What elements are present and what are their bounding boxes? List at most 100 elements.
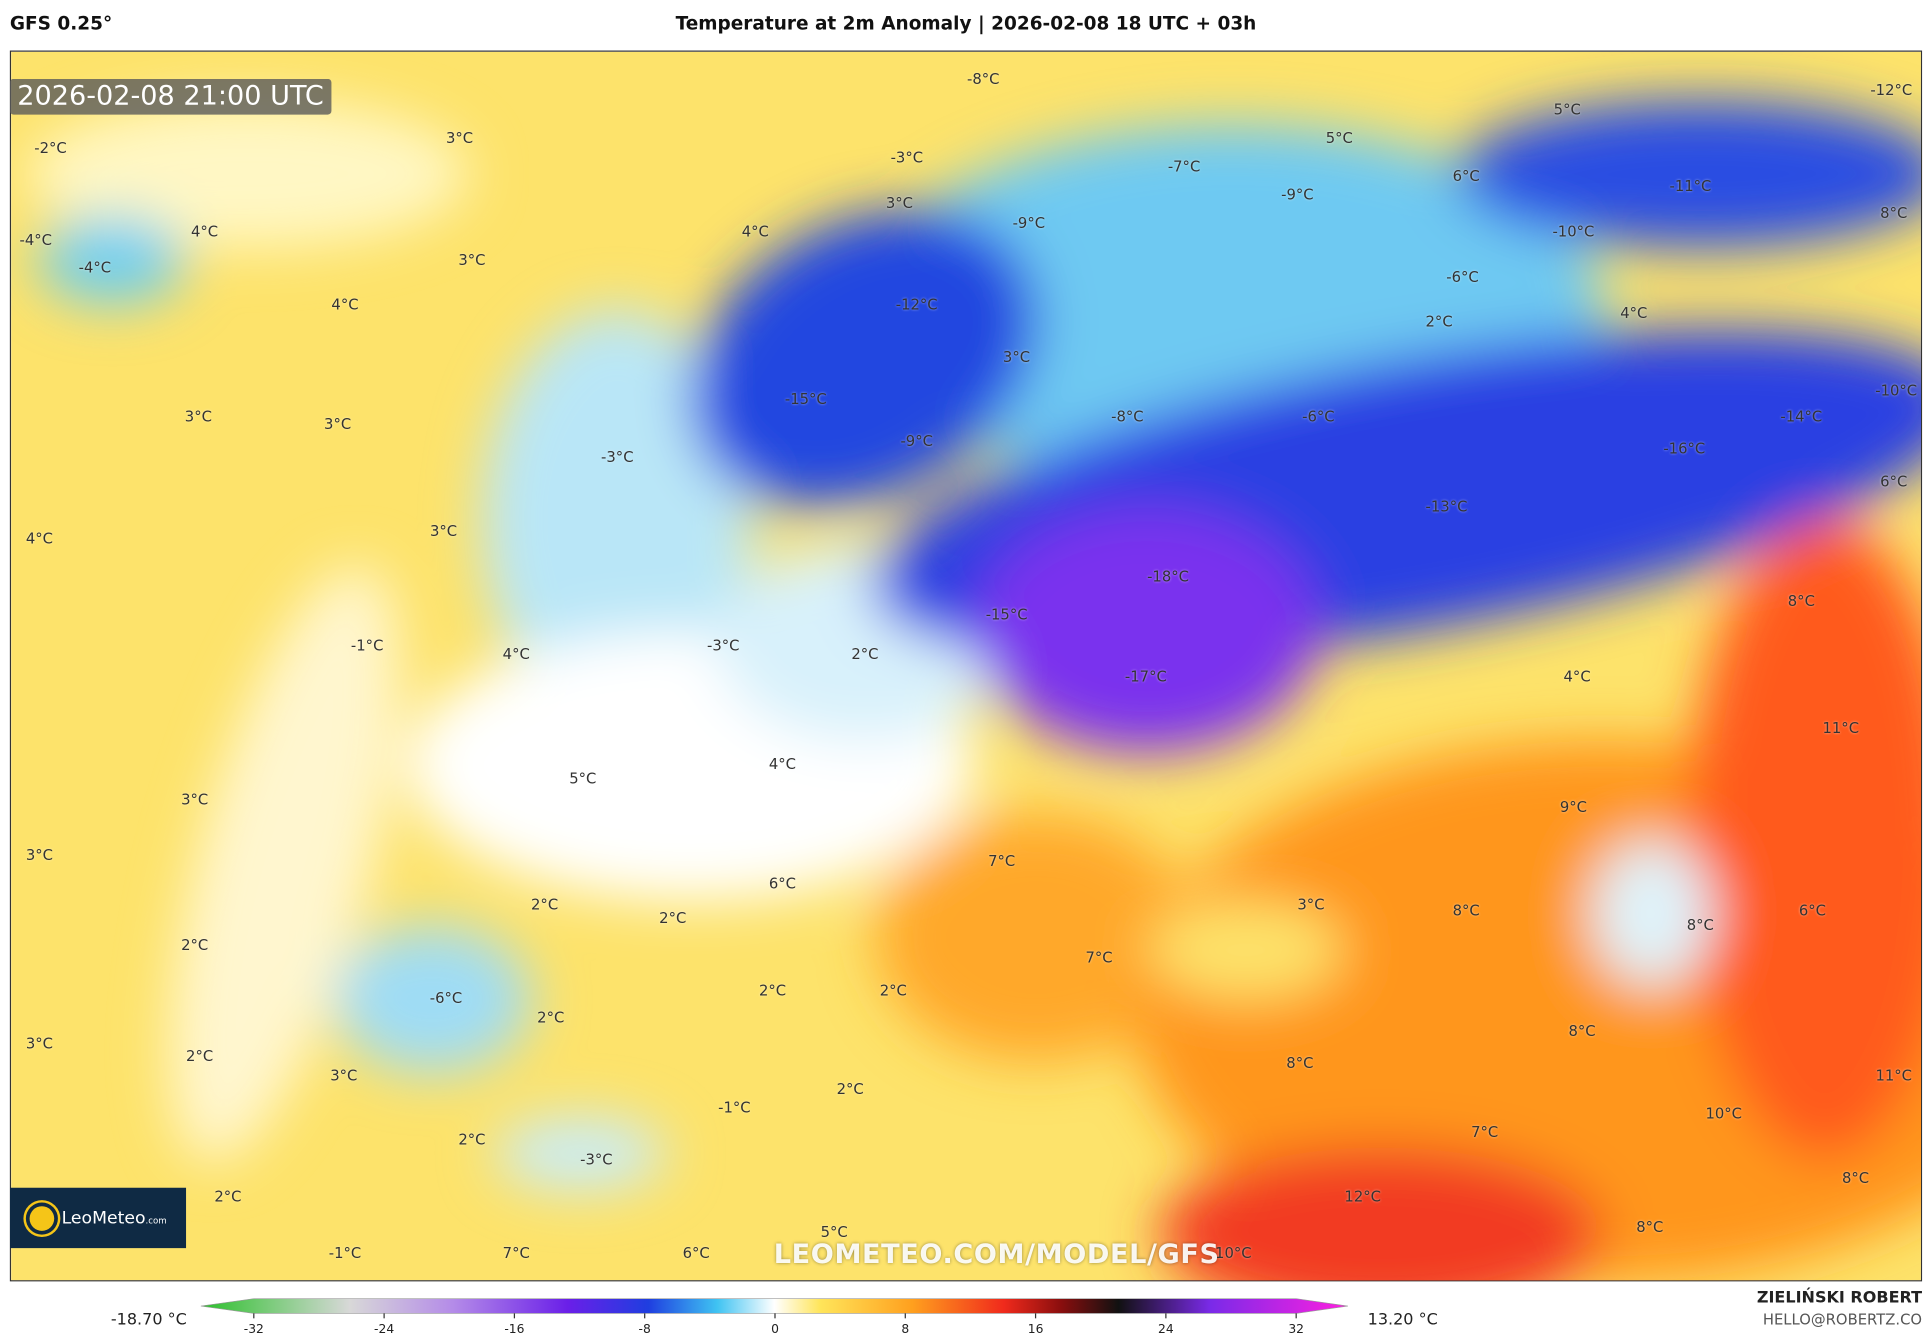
- temperature-label: -3°C: [707, 636, 740, 655]
- colorbar-tick-label: -8: [638, 1323, 651, 1337]
- temperature-label: 5°C: [820, 1223, 848, 1241]
- temperature-label: -6°C: [429, 989, 463, 1007]
- temperature-label: 8°C: [1787, 592, 1815, 610]
- temperature-label: 4°C: [768, 755, 796, 773]
- temperature-label: -15°C: [784, 390, 827, 408]
- temperature-label: -10°C: [1552, 223, 1595, 241]
- temperature-label: 9°C: [1559, 798, 1587, 816]
- temperature-label: 3°C: [446, 129, 474, 147]
- temperature-label: 4°C: [741, 223, 769, 241]
- temperature-label: 4°C: [190, 223, 219, 241]
- temperature-label: 3°C: [429, 522, 458, 540]
- temperature-label: 7°C: [1471, 1123, 1499, 1141]
- colorbar: [200, 1298, 1348, 1319]
- temperature-label: 4°C: [1620, 304, 1648, 322]
- temperature-label: 8°C: [1286, 1054, 1314, 1072]
- temperature-label: 3°C: [330, 1066, 358, 1085]
- temperature-label: 3°C: [458, 251, 486, 269]
- temperature-label: -13°C: [1425, 497, 1468, 516]
- temperature-label: 2°C: [537, 1009, 565, 1027]
- temperature-label: 2°C: [758, 981, 787, 1000]
- map-title: Temperature at 2m Anomaly | 2026-02-08 1…: [675, 12, 1257, 35]
- colorbar-tick-label: -24: [374, 1323, 395, 1337]
- temperature-label: 8°C: [1686, 916, 1714, 934]
- temperature-label: 11°C: [1822, 719, 1860, 737]
- temperature-label: -4°C: [78, 258, 112, 276]
- temperature-label: 3°C: [181, 791, 209, 809]
- temperature-label: -3°C: [890, 149, 924, 167]
- temperature-label: 6°C: [682, 1244, 710, 1262]
- model-name: GFS 0.25°: [9, 12, 113, 35]
- temperature-label: 2°C: [879, 981, 907, 1000]
- temperature-label: -1°C: [328, 1244, 362, 1262]
- temperature-label: 6°C: [768, 874, 796, 893]
- temperature-label: 11°C: [1875, 1066, 1913, 1085]
- temperature-label: -17°C: [1124, 667, 1167, 686]
- temperature-label: 2°C: [1425, 312, 1453, 331]
- temperature-label: 3°C: [25, 1034, 53, 1053]
- temperature-label: -10°C: [1875, 381, 1918, 400]
- valid-time: 2026-02-08 21:00 UTC: [9, 78, 332, 115]
- temperature-label: 4°C: [331, 295, 359, 313]
- temperature-label: 4°C: [502, 645, 530, 663]
- author: ZIELIŃSKI ROBERT: [1756, 1288, 1923, 1308]
- watermark: LEOMETEO.COM/MODEL/GFS: [773, 1239, 1220, 1271]
- temperature-label: -9°C: [1012, 214, 1046, 232]
- map: 3°C -2°C -8°C 5°C -12°C 5°C -3°C -7°C 6°C 3°C -9°C…: [9, 50, 1923, 1282]
- temperature-label: 3°C: [885, 194, 913, 212]
- temperature-label: -8°C: [1111, 407, 1144, 426]
- temperature-label: -18°C: [1147, 567, 1189, 586]
- temperature-label: -6°C: [1446, 268, 1479, 286]
- temperature-label: 7°C: [502, 1244, 530, 1262]
- temperature-label: 2°C: [836, 1080, 864, 1098]
- colorbar-min: -18.70 °C: [110, 1310, 187, 1330]
- temperature-label: -12°C: [1870, 81, 1913, 99]
- temperature-label: 2°C: [531, 895, 559, 913]
- temperature-label: 8°C: [1568, 1022, 1596, 1040]
- temperature-label: 6°C: [1798, 901, 1826, 920]
- colorbar-tick-label: 0: [771, 1323, 779, 1337]
- temperature-label: 2°C: [659, 909, 687, 927]
- colorbar-tick-label: 16: [1027, 1323, 1044, 1337]
- temperature-label: -8°C: [966, 70, 1000, 88]
- temperature-label: -9°C: [900, 432, 933, 450]
- logo-name: LeoMeteo: [61, 1208, 146, 1228]
- temperature-label: -15°C: [985, 606, 1028, 624]
- temperature-label: 10°C: [1705, 1105, 1742, 1123]
- temperature-label: -16°C: [1663, 439, 1706, 458]
- temperature-label: 2°C: [851, 645, 879, 663]
- temperature-label: 3°C: [25, 846, 53, 864]
- temperature-label: -14°C: [1780, 407, 1823, 426]
- temperature-label: -12°C: [895, 295, 938, 313]
- colorbar-max: 13.20 °C: [1367, 1310, 1438, 1330]
- temperature-label: 2°C: [181, 936, 209, 954]
- temperature-label: -1°C: [718, 1099, 751, 1117]
- temperature-label: -4°C: [19, 231, 52, 249]
- temperature-label: -6°C: [1302, 407, 1335, 426]
- temperature-label: -3°C: [601, 448, 634, 466]
- temperature-label: 7°C: [988, 852, 1016, 870]
- temperature-label: 8°C: [1841, 1169, 1870, 1187]
- temperature-label: 4°C: [25, 529, 53, 548]
- temperature-label: 2°C: [458, 1131, 486, 1149]
- temperature-label: 6°C: [1452, 167, 1480, 185]
- temperature-label: 3°C: [184, 407, 212, 426]
- temperature-label: 4°C: [1563, 667, 1591, 686]
- colorbar-tick-label: -32: [243, 1323, 264, 1337]
- logo-suffix: .com: [145, 1215, 167, 1226]
- temperature-label: 8°C: [1880, 204, 1908, 222]
- temperature-label: -7°C: [1167, 157, 1201, 175]
- temperature-label: 2°C: [214, 1187, 242, 1205]
- temperature-label: 6°C: [1880, 473, 1908, 491]
- temperature-label: 12°C: [1344, 1187, 1381, 1205]
- temperature-label: 3°C: [324, 415, 352, 433]
- temperature-label: 5°C: [1553, 101, 1581, 119]
- temperature-label: 8°C: [1452, 901, 1480, 920]
- temperature-label: 7°C: [1085, 948, 1113, 966]
- temperature-field: [11, 51, 1921, 1281]
- temperature-label: 5°C: [1325, 129, 1353, 147]
- temperature-label: 5°C: [569, 770, 597, 788]
- temperature-label: -3°C: [580, 1150, 613, 1169]
